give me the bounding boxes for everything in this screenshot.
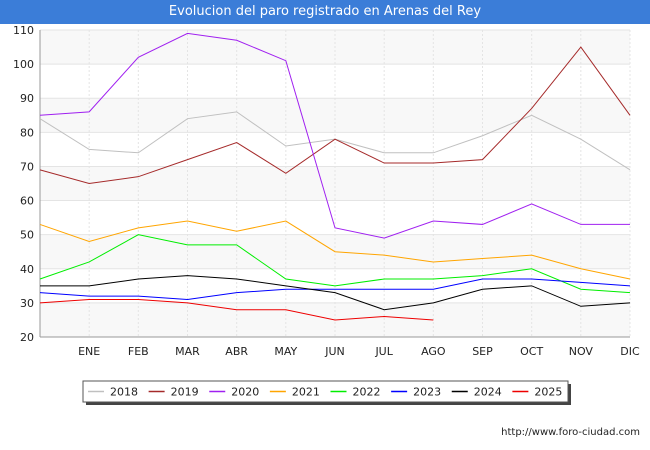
legend: 2018 2019 2020 2021 2022 2023 2024 2025 — [82, 380, 571, 405]
legend-label-2022: 2022 — [353, 386, 381, 399]
x-tick-label: JUL — [374, 345, 393, 358]
y-tick-label: 70 — [20, 160, 34, 173]
series-line-2021 — [39, 220, 631, 280]
legend-label-2024: 2024 — [474, 386, 502, 399]
legend-label-2021: 2021 — [292, 386, 320, 399]
series-line-2020 — [39, 32, 630, 239]
plot-band — [40, 64, 630, 99]
plot-band — [40, 132, 630, 167]
legend-label-2018: 2018 — [110, 386, 138, 399]
series-line-2025 — [39, 298, 434, 321]
y-tick-label: 60 — [20, 195, 34, 208]
y-tick-label: 40 — [20, 263, 34, 276]
legend-label-2020: 2020 — [231, 386, 259, 399]
y-tick-label: 100 — [13, 58, 34, 71]
series-line-2022 — [39, 234, 631, 294]
x-tick-label: FEB — [128, 345, 149, 358]
x-tick-label: DIC — [620, 345, 640, 358]
y-tick-label: 110 — [13, 24, 34, 37]
source-url[interactable]: http://www.foro-ciudad.com — [501, 427, 640, 438]
x-tick-label: ABR — [225, 345, 248, 358]
series-line-2023 — [39, 278, 631, 300]
y-tick-label: 20 — [20, 331, 34, 344]
x-axis-ticks: ENE FEB MAR ABR MAY JUN JUL AGO SEP OCT NOV DIC — [78, 345, 640, 358]
y-tick-label: 80 — [20, 126, 34, 139]
legend-label-2025: 2025 — [534, 386, 562, 399]
x-tick-label: SEP — [472, 345, 493, 358]
x-tick-label: MAR — [175, 345, 200, 358]
x-tick-label: MAY — [274, 345, 297, 358]
series-line-2024 — [40, 275, 631, 311]
legend-label-2019: 2019 — [171, 386, 199, 399]
x-tick-label: AGO — [421, 345, 446, 358]
legend-box — [82, 380, 569, 403]
legend-label-2023: 2023 — [413, 386, 441, 399]
chart-title: Evolucion del paro registrado en Arenas … — [0, 0, 650, 24]
x-tick-label: JUN — [324, 345, 345, 358]
series-line-2019 — [39, 46, 631, 185]
x-tick-label: ENE — [78, 345, 100, 358]
y-axis-ticks: 20 30 40 50 60 70 80 90 100 110 — [13, 24, 34, 344]
y-tick-label: 50 — [20, 229, 34, 242]
x-tick-label: OCT — [520, 345, 543, 358]
plot-band — [40, 200, 630, 235]
y-tick-label: 90 — [20, 92, 34, 105]
y-tick-label: 30 — [20, 297, 34, 310]
x-tick-label: NOV — [569, 345, 594, 358]
series-lines — [39, 32, 631, 321]
